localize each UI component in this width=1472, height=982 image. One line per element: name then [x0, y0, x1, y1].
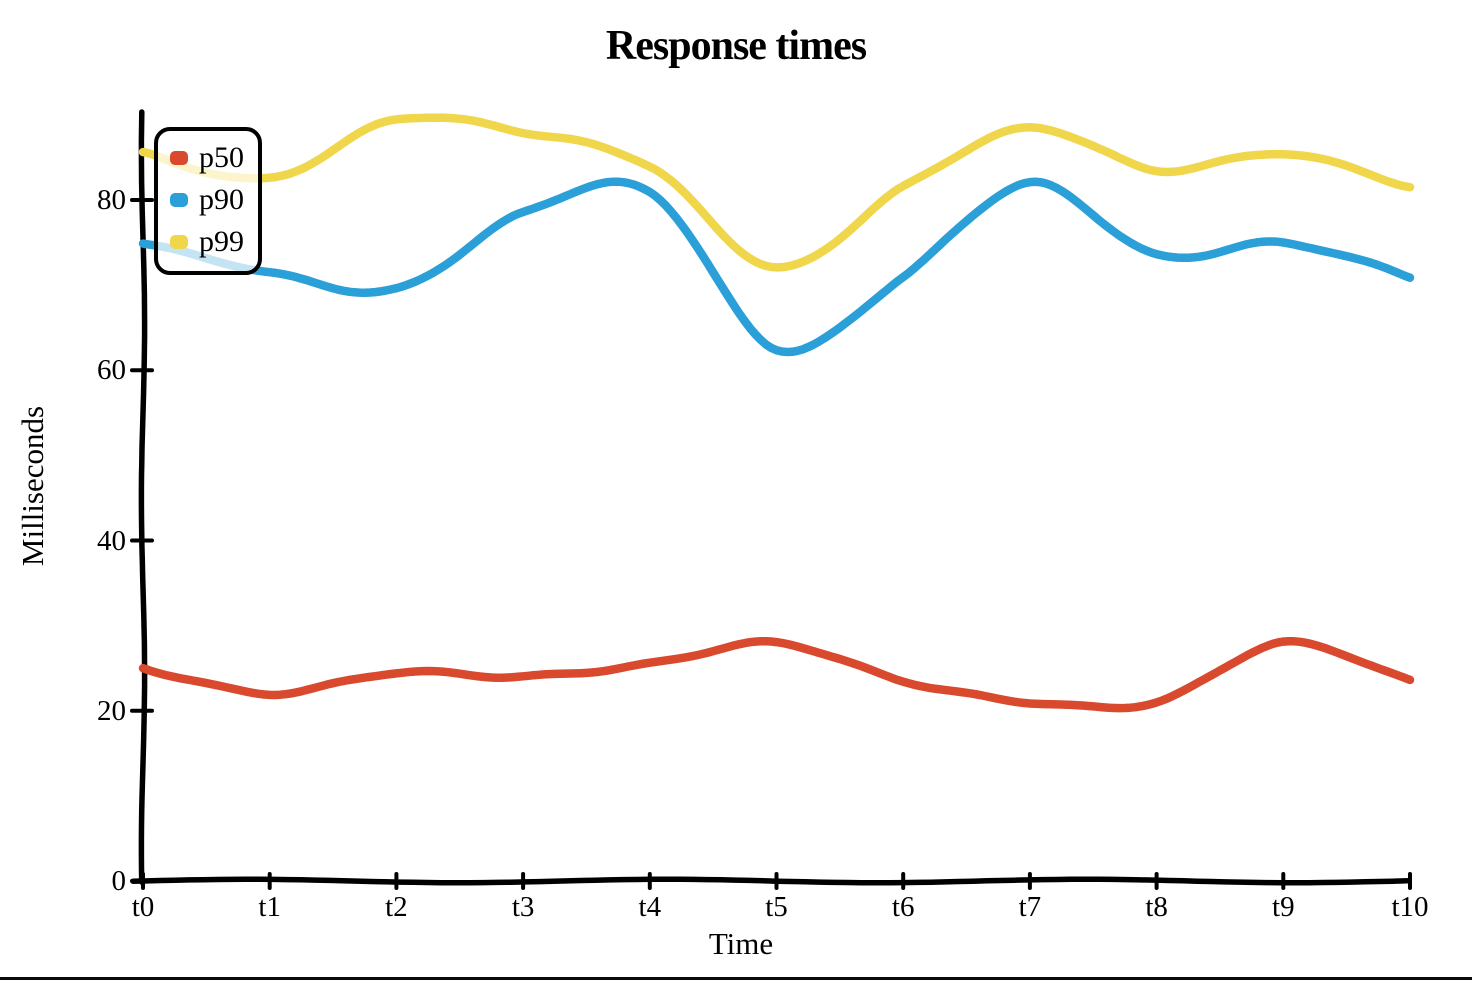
x-tick-label-t6: t6: [891, 891, 915, 923]
series-line-p90: [138, 177, 1415, 357]
chart-title: Response times: [605, 23, 867, 69]
x-tick-label-t4: t4: [638, 891, 662, 923]
legend-marker-p90: [170, 193, 188, 207]
legend-label-p50: p50: [199, 141, 244, 174]
y-axis-spine: [138, 109, 148, 885]
x-tick-label-t3: t3: [511, 891, 535, 923]
legend: p50 p90 p99: [154, 127, 262, 275]
y-tick-label-60: 60: [97, 354, 126, 387]
series-line-p99: [138, 113, 1415, 272]
x-tick-label-t1: t1: [258, 891, 281, 923]
legend-marker-p50: [170, 151, 188, 165]
legend-item-p99: p99: [170, 221, 244, 263]
x-tick-label-t7: t7: [1018, 891, 1042, 923]
legend-marker-p99: [170, 235, 188, 249]
y-tick-label-80: 80: [97, 184, 126, 216]
y-axis-label: Milliseconds: [15, 405, 50, 567]
x-tick-label-t0: t0: [131, 891, 155, 923]
x-axis-label: Time: [708, 926, 774, 961]
legend-item-p50: p50: [170, 137, 244, 179]
y-tick-label-0: 0: [111, 865, 127, 897]
series-line-p50: [138, 636, 1415, 713]
x-tick-label-t5: t5: [765, 891, 788, 923]
x-axis-spine: [130, 876, 1410, 886]
legend-label-p99: p99: [199, 225, 244, 258]
y-tick-label-40: 40: [97, 524, 126, 557]
x-tick-label-t10: t10: [1391, 891, 1429, 923]
legend-label-p90: p90: [199, 183, 244, 216]
bottom-border-line: [0, 977, 1472, 980]
x-tick-label-t9: t9: [1272, 891, 1295, 923]
legend-item-p90: p90: [170, 179, 244, 221]
x-tick-label-t8: t8: [1145, 891, 1168, 923]
y-tick-label-20: 20: [97, 694, 126, 727]
x-tick-label-t2: t2: [385, 891, 408, 923]
